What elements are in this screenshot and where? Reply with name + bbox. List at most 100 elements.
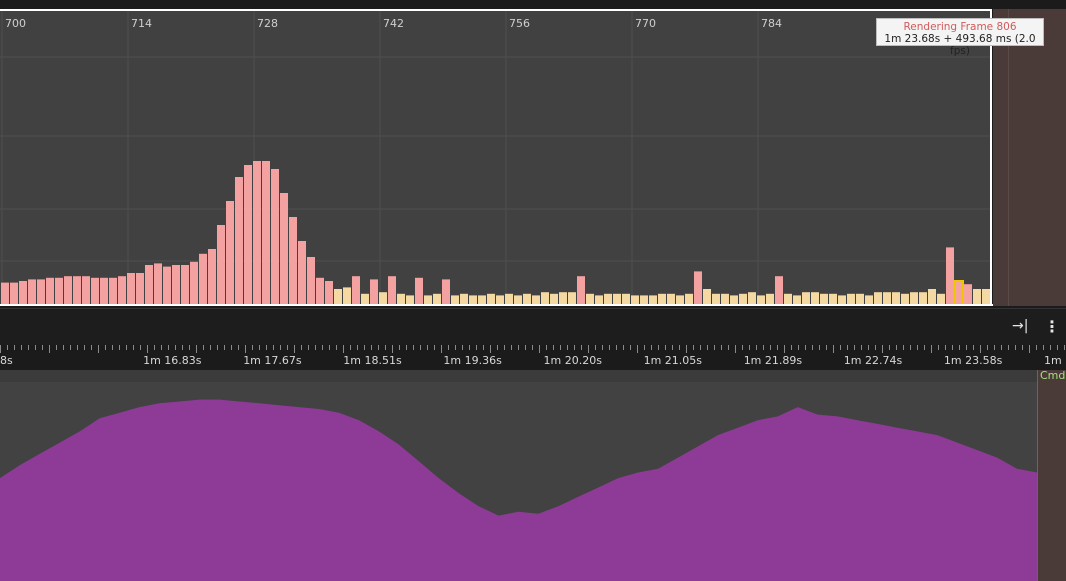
frame-bar-selected[interactable] <box>954 280 964 305</box>
frame-bar[interactable] <box>433 293 441 305</box>
frame-bar[interactable] <box>604 293 612 305</box>
frame-bar[interactable] <box>37 279 45 305</box>
frame-bar[interactable] <box>739 293 747 305</box>
frame-bar[interactable] <box>550 293 558 305</box>
frame-bar[interactable] <box>262 161 270 305</box>
frame-bar[interactable] <box>622 293 630 305</box>
more-options-button[interactable]: ⋮ <box>1044 317 1060 337</box>
frame-bar[interactable] <box>631 295 639 305</box>
frame-bar[interactable] <box>154 263 162 305</box>
frame-bar[interactable] <box>595 295 603 305</box>
frame-bar[interactable] <box>793 295 801 305</box>
frame-bar[interactable] <box>46 277 54 305</box>
frame-bar[interactable] <box>757 295 765 305</box>
frame-bar[interactable] <box>361 293 369 305</box>
frame-bar[interactable] <box>406 295 414 305</box>
frame-bar[interactable] <box>838 295 846 305</box>
frame-bar[interactable] <box>280 193 288 305</box>
frame-bar[interactable] <box>316 277 324 305</box>
frame-bar[interactable] <box>415 277 423 305</box>
frame-bar[interactable] <box>766 293 774 305</box>
frame-bar[interactable] <box>208 249 216 305</box>
frame-bar[interactable] <box>586 293 594 305</box>
frame-bar[interactable] <box>721 293 729 305</box>
frame-bar[interactable] <box>946 247 954 305</box>
frame-bar[interactable] <box>478 295 486 305</box>
frame-bar[interactable] <box>82 276 90 305</box>
time-ruler[interactable]: 8s 1m 16.83s 1m 17.67s 1m 18.51s 1m 19.36s 1m… <box>0 345 1066 370</box>
frame-bar[interactable] <box>253 161 261 305</box>
frame-bar[interactable] <box>847 293 855 305</box>
frame-bar[interactable] <box>19 281 27 305</box>
frame-bar[interactable] <box>73 276 81 305</box>
frame-bar[interactable] <box>100 277 108 305</box>
frame-bar[interactable] <box>91 277 99 305</box>
frame-bar[interactable] <box>55 277 63 305</box>
frame-bar[interactable] <box>1 282 9 305</box>
frame-bar[interactable] <box>190 261 198 305</box>
frame-bar[interactable] <box>892 292 900 305</box>
frame-bar[interactable] <box>532 295 540 305</box>
frame-bar[interactable] <box>298 241 306 305</box>
frame-bar[interactable] <box>235 177 243 305</box>
frame-bar[interactable] <box>883 292 891 305</box>
frame-bar[interactable] <box>271 169 279 305</box>
frame-bar[interactable] <box>451 295 459 305</box>
frame-bar[interactable] <box>145 265 153 305</box>
frame-bar[interactable] <box>136 273 144 305</box>
frame-bar[interactable] <box>541 292 549 305</box>
frame-bar[interactable] <box>901 293 909 305</box>
frame-bar[interactable] <box>694 271 702 305</box>
frame-bar[interactable] <box>289 217 297 305</box>
frame-bar[interactable] <box>613 293 621 305</box>
frame-bar[interactable] <box>307 257 315 305</box>
frame-bar[interactable] <box>379 292 387 305</box>
frame-bar[interactable] <box>829 293 837 305</box>
frame-bar[interactable] <box>811 292 819 305</box>
frame-bar[interactable] <box>820 293 828 305</box>
frame-bar[interactable] <box>964 284 972 305</box>
frame-bar[interactable] <box>109 277 117 305</box>
frame-bar[interactable] <box>460 293 468 305</box>
frame-bar[interactable] <box>658 293 666 305</box>
frame-bar[interactable] <box>982 289 990 305</box>
frame-bar[interactable] <box>442 279 450 305</box>
frame-bar[interactable] <box>523 293 531 305</box>
frame-bar[interactable] <box>730 295 738 305</box>
frame-bar[interactable] <box>226 201 234 305</box>
frame-bar[interactable] <box>127 273 135 305</box>
frame-bar[interactable] <box>559 292 567 305</box>
frame-bar[interactable] <box>28 279 36 305</box>
frame-bar[interactable] <box>199 253 207 305</box>
frame-bar[interactable] <box>937 293 945 305</box>
cmd-track-graph[interactable] <box>0 382 1037 581</box>
frame-bar[interactable] <box>748 292 756 305</box>
frame-bar[interactable] <box>334 289 342 305</box>
frame-bar[interactable] <box>514 295 522 305</box>
frame-bar[interactable] <box>577 276 585 305</box>
frame-bar[interactable] <box>703 289 711 305</box>
frame-bar[interactable] <box>676 295 684 305</box>
frame-bar[interactable] <box>163 266 171 305</box>
frame-bar[interactable] <box>397 293 405 305</box>
frame-bar[interactable] <box>469 295 477 305</box>
frame-bar[interactable] <box>667 293 675 305</box>
frames-chart[interactable] <box>0 11 990 305</box>
frame-bar[interactable] <box>910 292 918 305</box>
frame-bar[interactable] <box>496 295 504 305</box>
frame-bar[interactable] <box>343 287 351 305</box>
frame-bar[interactable] <box>10 282 18 305</box>
frame-bar[interactable] <box>568 292 576 305</box>
frame-bar[interactable] <box>172 265 180 305</box>
frame-bar[interactable] <box>181 265 189 305</box>
frame-bar[interactable] <box>928 289 936 305</box>
frame-bar[interactable] <box>640 295 648 305</box>
frame-bar[interactable] <box>712 293 720 305</box>
frame-bar[interactable] <box>487 293 495 305</box>
frame-bar[interactable] <box>370 279 378 305</box>
frame-bar[interactable] <box>217 225 225 305</box>
frame-bar[interactable] <box>325 281 333 305</box>
frame-bar[interactable] <box>856 293 864 305</box>
frame-bar[interactable] <box>388 276 396 305</box>
frame-bar[interactable] <box>865 295 873 305</box>
